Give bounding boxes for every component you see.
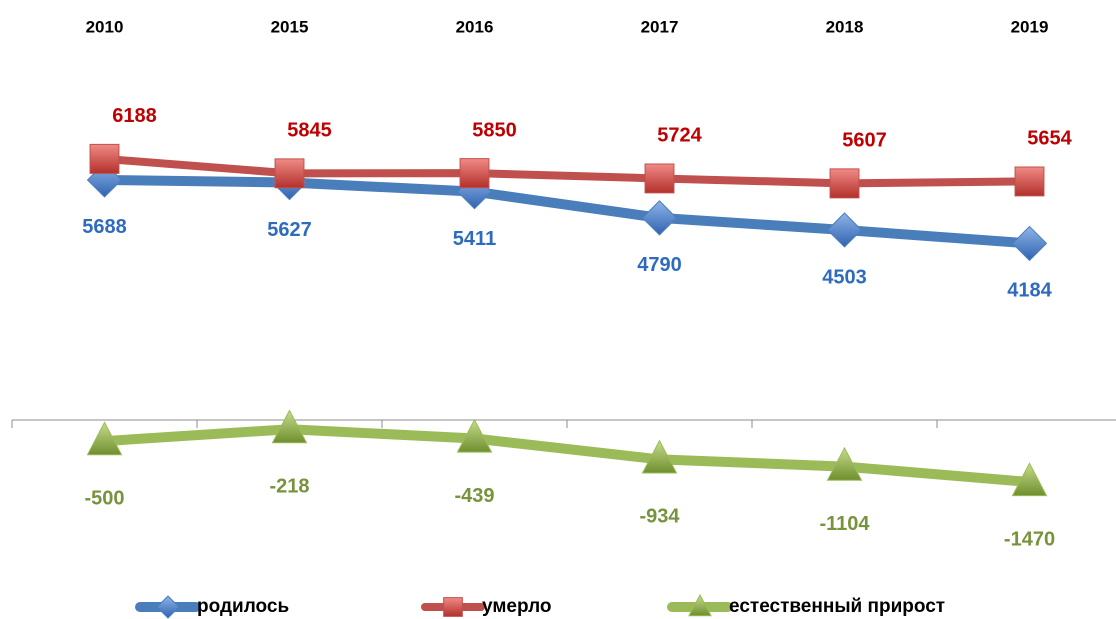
data-label: -500 [84,487,124,509]
marker-diamond [641,200,678,236]
data-label: -218 [269,475,309,497]
data-label: 5850 [472,119,517,141]
marker-triangle [641,439,678,474]
data-label: 5845 [287,120,332,142]
marker-diamond [1011,225,1048,262]
marker-triangle [1011,462,1048,497]
marker-diamond [156,595,180,619]
series-line [99,174,1035,249]
category-label: 2015 [271,17,309,36]
data-label: 5627 [267,219,312,241]
legend-label: умерло [482,596,552,617]
category-label: 2016 [456,17,494,36]
marker-triangle [271,409,308,444]
data-label: 5411 [453,228,496,250]
data-label: 5607 [842,130,887,152]
series-line [99,424,1035,488]
data-label: 5654 [1027,128,1072,150]
marker-triangle [456,418,493,453]
data-label: -439 [454,485,494,507]
marker-square [459,158,490,189]
data-label: 4503 [822,266,867,288]
marker-diamond [826,212,863,248]
marker-square [274,158,305,189]
series-line [100,154,1034,188]
category-label: 2019 [1011,17,1049,36]
legend-label: естественный прирост [729,596,945,617]
category-label: 2018 [826,17,864,36]
marker-triangle [86,421,123,456]
data-label: 4790 [637,254,682,276]
category-label: 2017 [641,17,679,36]
legend-item: естественный прирост [667,593,945,617]
marker-triangle [826,446,863,481]
marker-square [829,168,860,199]
data-label: 5724 [657,125,702,147]
marker-square [644,163,675,194]
marker-square [443,597,463,617]
marker-square [1014,166,1045,197]
data-label: 6188 [112,105,157,127]
data-label: -1470 [1004,528,1055,550]
marker-square [89,143,120,174]
data-label: -1104 [819,513,870,535]
legend-item: умерло [421,596,552,617]
marker-triangle [688,593,712,617]
data-label: -934 [639,506,680,528]
data-label: 4184 [1007,280,1052,302]
data-label: 5688 [82,216,127,238]
legend-label: родилось [197,596,289,617]
category-label: 2010 [86,17,124,36]
legend-item: родилось [135,595,289,619]
